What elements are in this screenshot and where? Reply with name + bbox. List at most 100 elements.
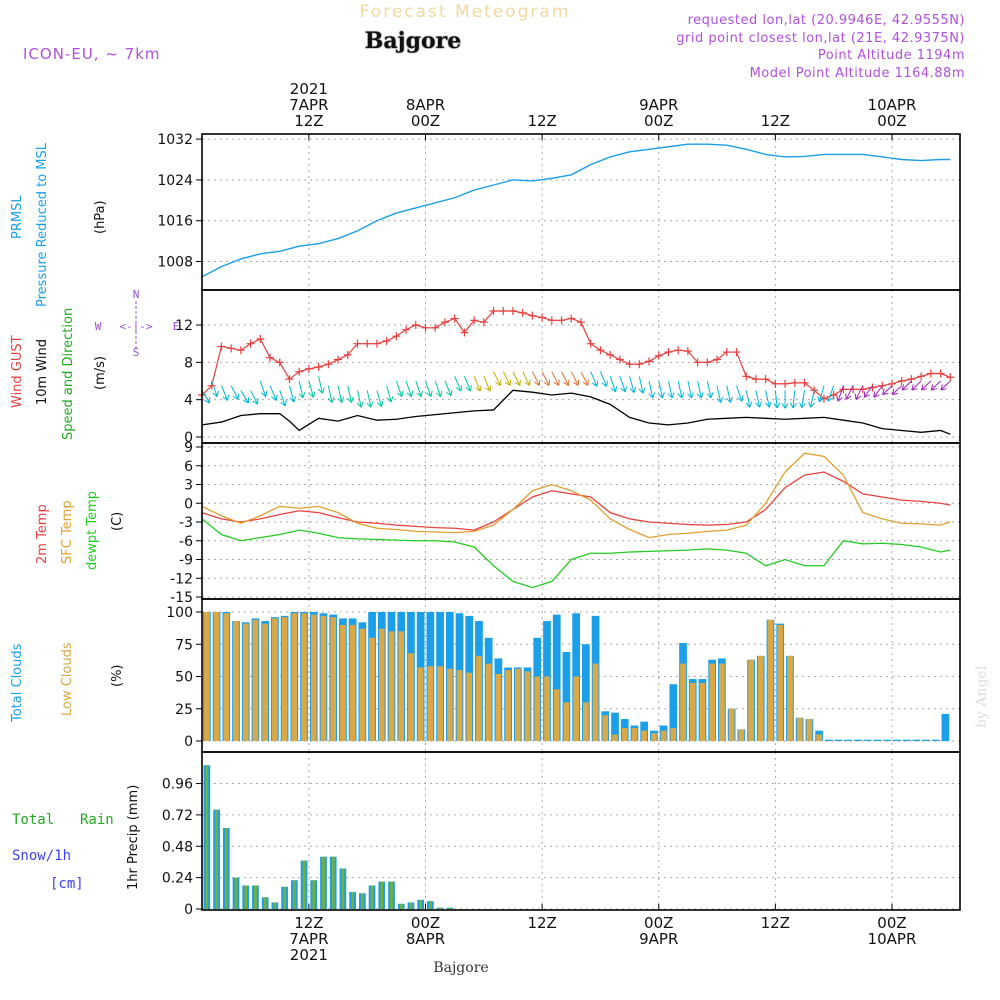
low-cloud-bar bbox=[534, 676, 541, 741]
wind-barb-head bbox=[280, 400, 287, 407]
wind-barb-shaft bbox=[687, 380, 693, 399]
gust-marker bbox=[363, 339, 372, 348]
wind-barb bbox=[599, 371, 608, 387]
precip-label-total: Total bbox=[12, 812, 54, 828]
wind-barb-head bbox=[298, 392, 306, 399]
gust-marker bbox=[431, 323, 440, 332]
low-cloud-bar bbox=[592, 663, 599, 741]
wind-barb-shaft bbox=[473, 376, 481, 392]
wind-barb-shaft bbox=[337, 385, 343, 403]
wind-barb bbox=[940, 380, 951, 391]
precip-label-cm: [cm] bbox=[50, 876, 84, 892]
top-time-label: 00Z bbox=[411, 112, 440, 130]
wind-barb-head bbox=[435, 390, 443, 397]
low-cloud-bar bbox=[388, 631, 395, 741]
gust-marker bbox=[440, 318, 449, 327]
low-cloud-bar bbox=[631, 728, 638, 741]
snow-bar bbox=[390, 881, 393, 909]
low-cloud-bar bbox=[612, 734, 618, 741]
snow-bar bbox=[273, 902, 277, 909]
precip-ytick-label: 0.48 bbox=[162, 839, 193, 855]
wind-barb bbox=[658, 380, 665, 399]
low-cloud-bar bbox=[719, 663, 725, 741]
gust-marker bbox=[246, 339, 255, 348]
total-cloud-bar bbox=[902, 739, 911, 741]
wind-barb-shaft bbox=[921, 380, 932, 391]
gust-marker bbox=[421, 323, 430, 332]
wind-barb bbox=[522, 371, 531, 386]
gust-marker bbox=[236, 346, 245, 355]
precip-unit: 1hr Precip (mm) bbox=[126, 785, 141, 890]
low-cloud-bar bbox=[349, 624, 356, 741]
wind-barb-shaft bbox=[434, 380, 442, 397]
bottom-time-label: 12Z bbox=[294, 914, 323, 932]
low-cloud-bar bbox=[359, 628, 366, 741]
wind-unit: (m/s) bbox=[93, 356, 108, 390]
wind-barb-head bbox=[426, 390, 433, 397]
clouds-label-2: Low Clouds bbox=[60, 642, 75, 716]
wind-barb-head bbox=[317, 387, 325, 394]
gust-marker bbox=[538, 313, 547, 322]
total-cloud-bar bbox=[844, 739, 853, 741]
snow-bar bbox=[254, 885, 257, 909]
wind-barb-shaft bbox=[855, 385, 864, 400]
low-cloud-bar bbox=[330, 617, 337, 741]
wind-barb bbox=[799, 390, 806, 409]
wind-barb-head bbox=[386, 396, 394, 403]
low-cloud-bar bbox=[466, 672, 473, 741]
wind-barb-shaft bbox=[502, 371, 511, 386]
wind-ytick-label: 4 bbox=[184, 393, 193, 409]
gust-marker bbox=[926, 369, 935, 378]
snow-bar bbox=[292, 880, 296, 909]
wind-barb-head bbox=[534, 379, 541, 386]
temp-label-2: SFC Temp bbox=[60, 500, 75, 564]
wind-barb-shaft bbox=[667, 380, 673, 399]
wind-barb-head bbox=[327, 396, 335, 403]
wind-barb bbox=[405, 380, 414, 397]
wind-barb-head bbox=[836, 395, 843, 402]
wind-barb bbox=[356, 390, 364, 408]
wind-barb bbox=[395, 380, 404, 397]
wind-barb-head bbox=[289, 396, 297, 403]
total-cloud-bar bbox=[611, 712, 619, 741]
total-cloud-bar bbox=[824, 739, 833, 741]
low-cloud-bar bbox=[281, 617, 288, 741]
gust-marker bbox=[771, 379, 780, 388]
wind-barb-shaft bbox=[706, 380, 712, 399]
wind-barb-head bbox=[406, 390, 414, 397]
wind-barb bbox=[473, 376, 482, 392]
low-cloud-bar bbox=[553, 689, 560, 741]
gust-marker bbox=[606, 350, 615, 359]
wind-barb-shaft bbox=[522, 371, 531, 386]
total-cloud-bar bbox=[669, 684, 678, 741]
gust-marker bbox=[334, 355, 343, 364]
wind-barb-head bbox=[799, 402, 806, 409]
temp-ytick-label: -15 bbox=[170, 590, 193, 606]
low-cloud-bar bbox=[213, 612, 220, 741]
snow-bar bbox=[283, 886, 286, 909]
low-cloud-bar bbox=[689, 682, 696, 741]
wind-barb-shaft bbox=[561, 371, 569, 386]
total-cloud-bar bbox=[892, 739, 901, 741]
wind-barb-head bbox=[667, 392, 675, 399]
wind-barb-head bbox=[808, 401, 815, 408]
snow-bar bbox=[438, 907, 442, 909]
gust-marker bbox=[722, 348, 731, 357]
gust-marker bbox=[353, 339, 362, 348]
wind-barb bbox=[845, 385, 854, 400]
top-time-label: 8APR bbox=[406, 96, 445, 114]
temp-ytick-label: 3 bbox=[184, 478, 193, 494]
wind-barb-head bbox=[573, 379, 580, 386]
precip-ytick-label: 0.72 bbox=[162, 808, 193, 824]
pressure-frame bbox=[201, 133, 961, 291]
wind-barb bbox=[629, 376, 637, 394]
wind-barb-head bbox=[455, 385, 463, 392]
wind-barb-head bbox=[790, 402, 797, 409]
low-cloud-bar bbox=[378, 628, 385, 741]
low-cloud-bar bbox=[563, 702, 570, 741]
gust-marker bbox=[907, 375, 916, 384]
gust-marker bbox=[946, 373, 955, 382]
wind-barb-head bbox=[638, 387, 646, 394]
wind-barb bbox=[317, 376, 325, 394]
wind-barb-shaft bbox=[619, 376, 626, 393]
